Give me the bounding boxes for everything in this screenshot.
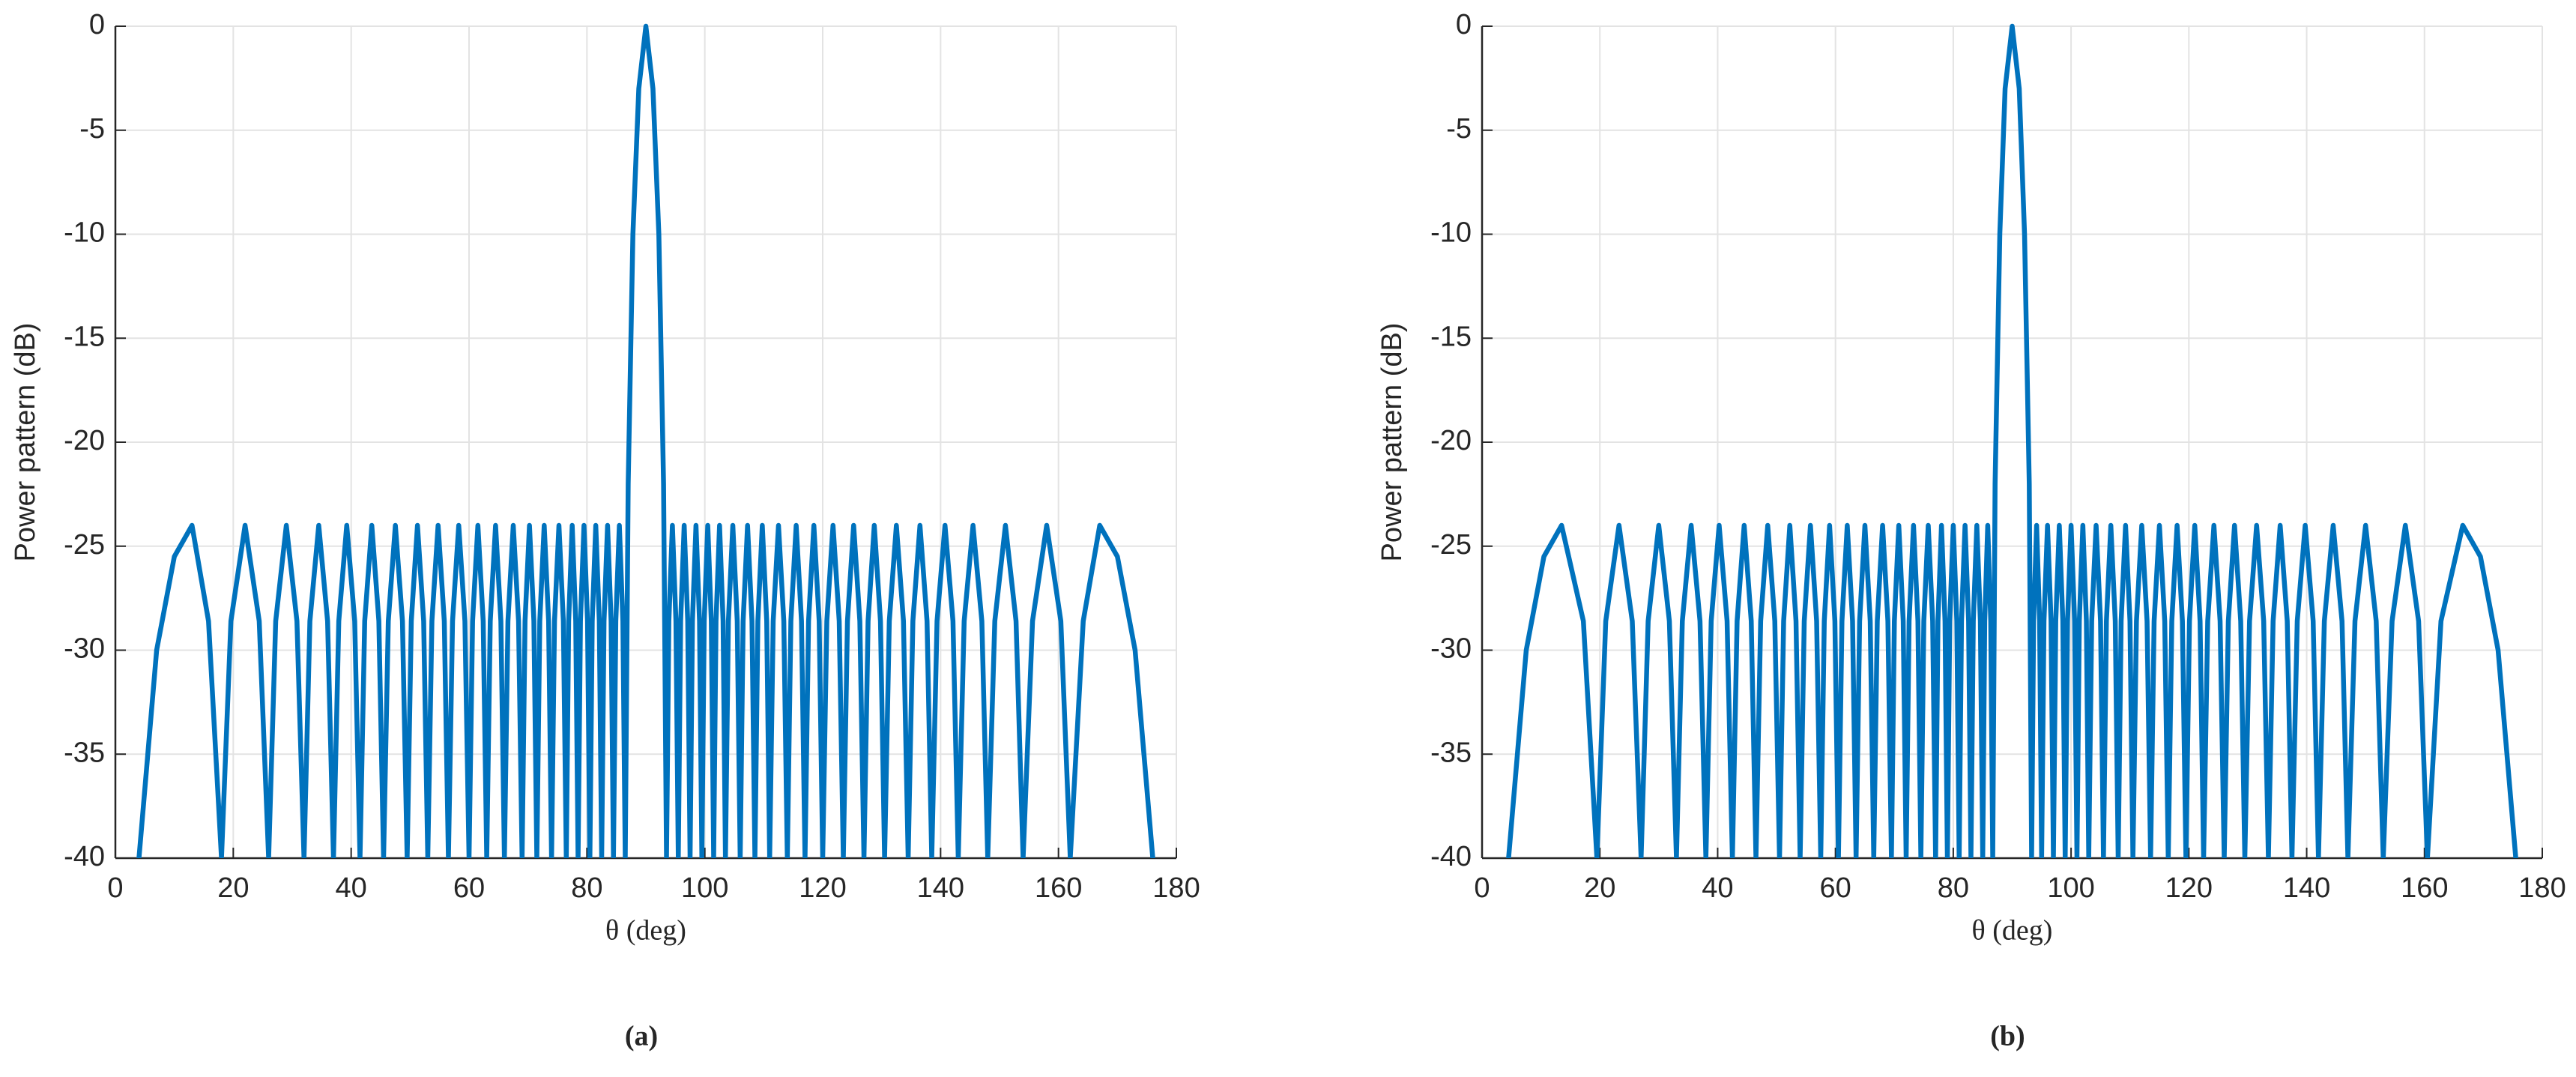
y-tick-label: -30 [1430,633,1472,665]
y-tick-label: -5 [79,113,105,145]
x-tick-label: 60 [453,872,485,904]
x-tick-label: 60 [1820,872,1851,904]
y-tick-label: -30 [64,633,105,665]
y-tick-label: -40 [64,841,105,872]
x-tick-label: 100 [681,872,728,904]
y-tick-label: -20 [64,425,105,456]
x-tick-label: 20 [1584,872,1615,904]
x-tick-label: 160 [2401,872,2448,904]
caption: (a) [625,1021,658,1052]
y-tick-label: 0 [1456,9,1472,40]
x-tick-label: 140 [917,872,964,904]
x-tick-label: 20 [217,872,249,904]
x-tick-label: 120 [799,872,846,904]
data-line [136,23,1155,858]
y-tick-label: -20 [1430,425,1472,456]
x-axis-label: θ (deg) [605,915,686,947]
x-tick-label: 40 [1702,872,1733,904]
y-tick-label: -25 [64,529,105,561]
x-axis-label: θ (deg) [1972,915,2053,947]
y-tick-label: -15 [1430,321,1472,352]
subplot: 0 20 40 60 80 100 120 140 160 180 0 -5 -10 -15 -20 -25 -… [10,9,1200,1052]
x-tick-label: 80 [571,872,602,904]
y-tick-label: -5 [1446,113,1472,145]
data-line [1506,23,2518,858]
y-tick-label: -25 [1430,529,1472,561]
caption: (b) [1990,1021,2025,1052]
x-tick-label: 0 [107,872,123,904]
y-tick-label: -10 [64,217,105,249]
y-tick-label: -15 [64,321,105,352]
y-axis-label: Power pattern (dB) [10,323,41,562]
y-tick-label: -10 [1430,217,1472,249]
x-tick-label: 140 [2283,872,2330,904]
y-tick-label: -40 [1430,841,1472,872]
y-axis-label: Power pattern (dB) [1376,323,1408,562]
x-tick-label: 180 [2518,872,2566,904]
y-tick-label: 0 [89,9,105,40]
y-tick-label: -35 [64,737,105,768]
x-tick-label: 100 [2047,872,2094,904]
x-tick-label: 0 [1474,872,1490,904]
x-tick-label: 40 [336,872,367,904]
x-tick-label: 80 [1938,872,1969,904]
subplot: 0 20 40 60 80 100 120 140 160 180 0 -5 -10 -15 -20 -25 -… [1376,9,2566,1052]
x-tick-label: 180 [1152,872,1200,904]
x-tick-label: 120 [2165,872,2213,904]
y-tick-label: -35 [1430,737,1472,768]
x-tick-label: 160 [1035,872,1082,904]
